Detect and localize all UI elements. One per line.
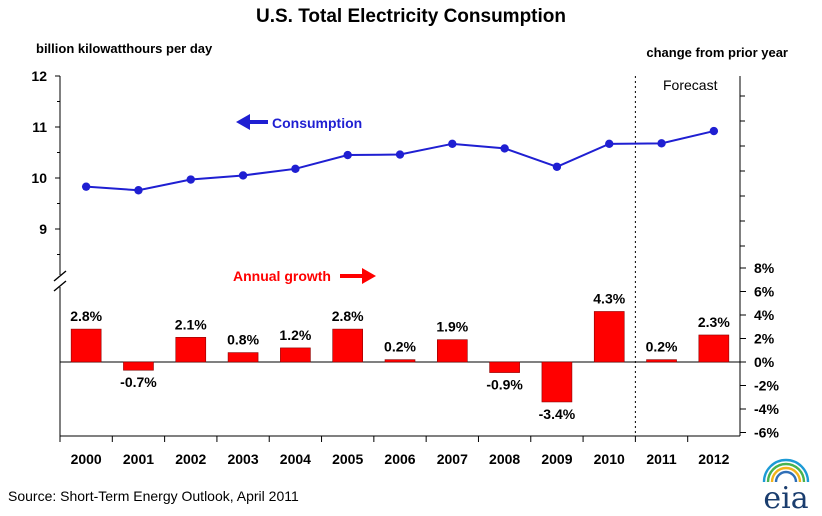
x-tick-label: 2011 [646,451,677,467]
consumption-point [395,150,405,159]
growth-bar-label: -0.7% [120,374,157,390]
x-tick-label: 2010 [594,451,625,467]
right-tick-label: 6% [754,284,775,300]
forecast-label: Forecast [663,77,718,93]
x-tick-label: 2006 [384,451,415,467]
logo-arc [762,458,810,483]
consumption-point [186,175,195,184]
left-tick-label: 11 [32,119,47,135]
eia-logo: eia [762,458,810,516]
consumption-point [605,139,614,149]
x-tick-label: 2008 [489,451,520,467]
left-axis-label: billion kilowatthours per day [36,41,213,56]
growth-bar [437,339,468,363]
axis-break-mark [53,270,67,282]
growth-bar-label: 0.8% [227,332,259,348]
growth-bar [698,334,730,363]
consumption-point [657,139,666,148]
growth-bar-label: -0.9% [486,377,523,393]
growth-bar-label: -3.4% [539,406,576,422]
consumption-line [86,130,715,192]
logo-arc [774,470,798,483]
legend-arrows [236,114,376,284]
left-tick-label: 10 [31,170,47,186]
growth-bar [593,311,625,363]
x-tick-label: 2012 [698,451,729,467]
growth-bar [227,352,259,363]
logo-text: eia [763,481,808,516]
growth-bar-label: 1.2% [279,327,311,343]
x-tick-label: 2009 [541,451,572,467]
growth-bar-label: 4.3% [593,290,625,306]
x-tick-label: 2000 [71,451,102,467]
growth-bar-label: 0.2% [384,339,416,355]
growth-arrow-head [362,268,376,284]
growth-bar [332,328,363,363]
annual-growth-legend-label: Annual growth [233,268,331,284]
growth-bar [384,359,416,363]
x-tick-label: 2004 [280,451,311,467]
source-note: Source: Short-Term Energy Outlook, April… [8,488,299,504]
axes: 9 10 11 12 -6% -4% -2% 0% 2% 4% 6% 8% 2000 2001 2002 20… [31,68,779,467]
growth-bar-label: 2.3% [698,314,730,330]
growth-bar-label: 2.8% [70,308,102,324]
growth-bar [70,328,102,363]
left-tick-label: 9 [39,221,47,237]
growth-bar [280,347,311,363]
x-tick-label: 2002 [175,451,206,467]
consumption-arrow-head [236,114,250,130]
growth-bar-label: 1.9% [436,319,468,335]
consumption-point [291,164,300,174]
right-tick-label: 8% [754,260,775,276]
growth-bar-label: 2.8% [332,308,364,324]
logo-arc [766,462,806,483]
consumption-point [500,144,509,153]
axis-break-mark [53,280,67,292]
x-tick-label: 2001 [123,451,154,467]
consumption-point [448,139,457,149]
growth-bar-label: 0.2% [646,339,678,355]
right-axis-label: change from prior year [646,45,788,60]
growth-bar [489,361,520,373]
right-tick-label: -2% [754,378,779,394]
growth-bar [175,337,207,363]
line-series [81,126,719,195]
x-tick-label: 2007 [437,451,468,467]
logo-arc [770,466,802,483]
right-tick-label: 0% [754,354,775,370]
x-tick-label: 2003 [227,451,258,467]
x-tick-label: 2005 [332,451,363,467]
bar-series: 2.8% -0.7% 2.1% 0.8% 1.2% 2.8% 0.2% 1.9% -0.9% -3… [70,290,730,421]
consumption-point [343,150,352,160]
consumption-point [552,162,562,171]
growth-bar [646,359,677,363]
consumption-point [238,171,248,180]
consumption-point [709,126,719,136]
growth-bar-label: 2.1% [175,316,207,332]
right-tick-label: 2% [754,331,775,347]
consumption-legend-label: Consumption [272,115,362,131]
chart-title: U.S. Total Electricity Consumption [256,6,566,27]
left-tick-label: 12 [31,68,47,84]
growth-bar [541,361,573,403]
consumption-point [81,182,91,191]
right-tick-label: -6% [754,425,779,441]
right-tick-label: -4% [754,401,779,417]
right-tick-label: 4% [754,307,775,323]
growth-bar [123,361,154,371]
consumption-point [134,186,143,195]
